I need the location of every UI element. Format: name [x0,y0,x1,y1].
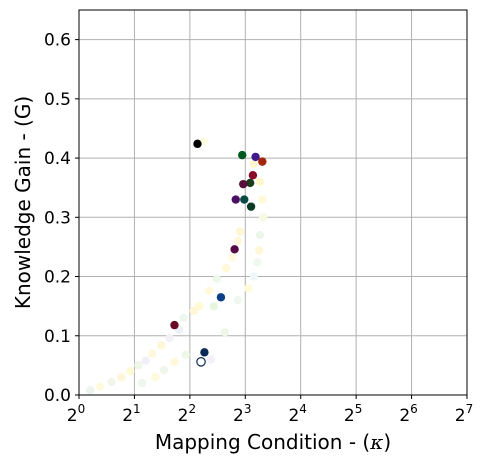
faint-data-point [233,296,243,305]
x-tick-label: 24 [288,402,306,426]
y-tick-label: 0.5 [44,90,71,110]
faint-data-point [141,356,150,365]
faint-data-point [253,258,262,267]
faint-data-point [254,246,264,255]
data-point [246,202,256,211]
faint-data-point [107,377,116,387]
faint-data-point [258,213,268,222]
faint-data-point [181,350,190,359]
data-point [245,178,255,188]
faint-data-point [255,230,265,240]
data-point [216,293,226,302]
data-point [238,150,247,160]
faint-data-point [206,355,216,364]
faint-data-point [117,373,126,382]
faint-data-point [159,365,169,375]
faint-data-point [220,328,230,337]
faint-data-point [249,159,259,169]
faint-data-point [170,357,179,367]
data-point [240,195,249,204]
x-tick-label: 22 [178,402,196,426]
data-point [200,348,209,357]
y-tick-label: 0.0 [44,386,71,406]
faint-data-point [95,382,105,391]
x-tick-label: 23 [233,402,251,426]
x-axis-title: Mapping Condition - (κ) [155,430,391,454]
y-tick-labels: 0.0 0.1 0.2 0.3 0.4 0.5 0.6 [44,31,79,406]
faint-data-point [212,274,221,284]
x-tick-label: 21 [122,402,140,426]
faint-data-point [85,386,95,395]
faint-data-point [244,284,253,293]
data-point [248,171,258,180]
faint-data-point [148,349,157,358]
y-tick-label: 0.1 [44,327,71,347]
data-point [170,320,179,330]
y-tick-label: 0.4 [44,149,71,169]
faint-data-point [205,286,214,295]
faint-data-point [228,253,237,262]
data-point [231,195,240,204]
y-tick-label: 0.2 [44,268,71,288]
x-tick-label: 27 [455,402,473,426]
faint-data-point [137,378,147,388]
plot-frame [78,9,468,396]
x-axis-title-text: Mapping Condition - ( [155,430,370,454]
data-point [258,157,267,166]
faint-data-point [233,236,243,246]
faint-data-point [209,301,219,311]
data-point [251,152,260,162]
grid [78,10,468,396]
data-point [196,357,206,367]
data-points [85,137,268,395]
faint-data-point [157,341,166,350]
faint-data-point [221,264,231,273]
data-point [239,179,248,189]
x-axis-title-suffix: ) [383,430,391,454]
faint-data-point [126,367,135,376]
faint-data-point [165,333,174,343]
x-tick-label: 20 [67,402,85,426]
faint-data-point [235,227,245,236]
faint-data-point [151,373,160,382]
y-tick-label: 0.6 [44,31,71,51]
y-axis-title: Knowledge Gain - (G) [11,96,35,309]
faint-data-point [258,195,267,204]
faint-data-point [249,272,259,281]
x-axis-title-symbol: κ [369,430,383,454]
x-tick-label: 25 [344,402,362,426]
x-tick-labels: 20 21 22 23 24 25 26 27 [67,395,473,426]
faint-data-point [179,313,188,323]
faint-data-point [189,306,198,316]
faint-data-point [255,177,265,186]
data-point [230,245,239,254]
faint-data-point [195,301,204,311]
y-tick-label: 0.3 [44,208,71,228]
x-tick-label: 26 [399,402,417,426]
data-point [193,139,202,149]
faint-data-point [134,361,143,370]
